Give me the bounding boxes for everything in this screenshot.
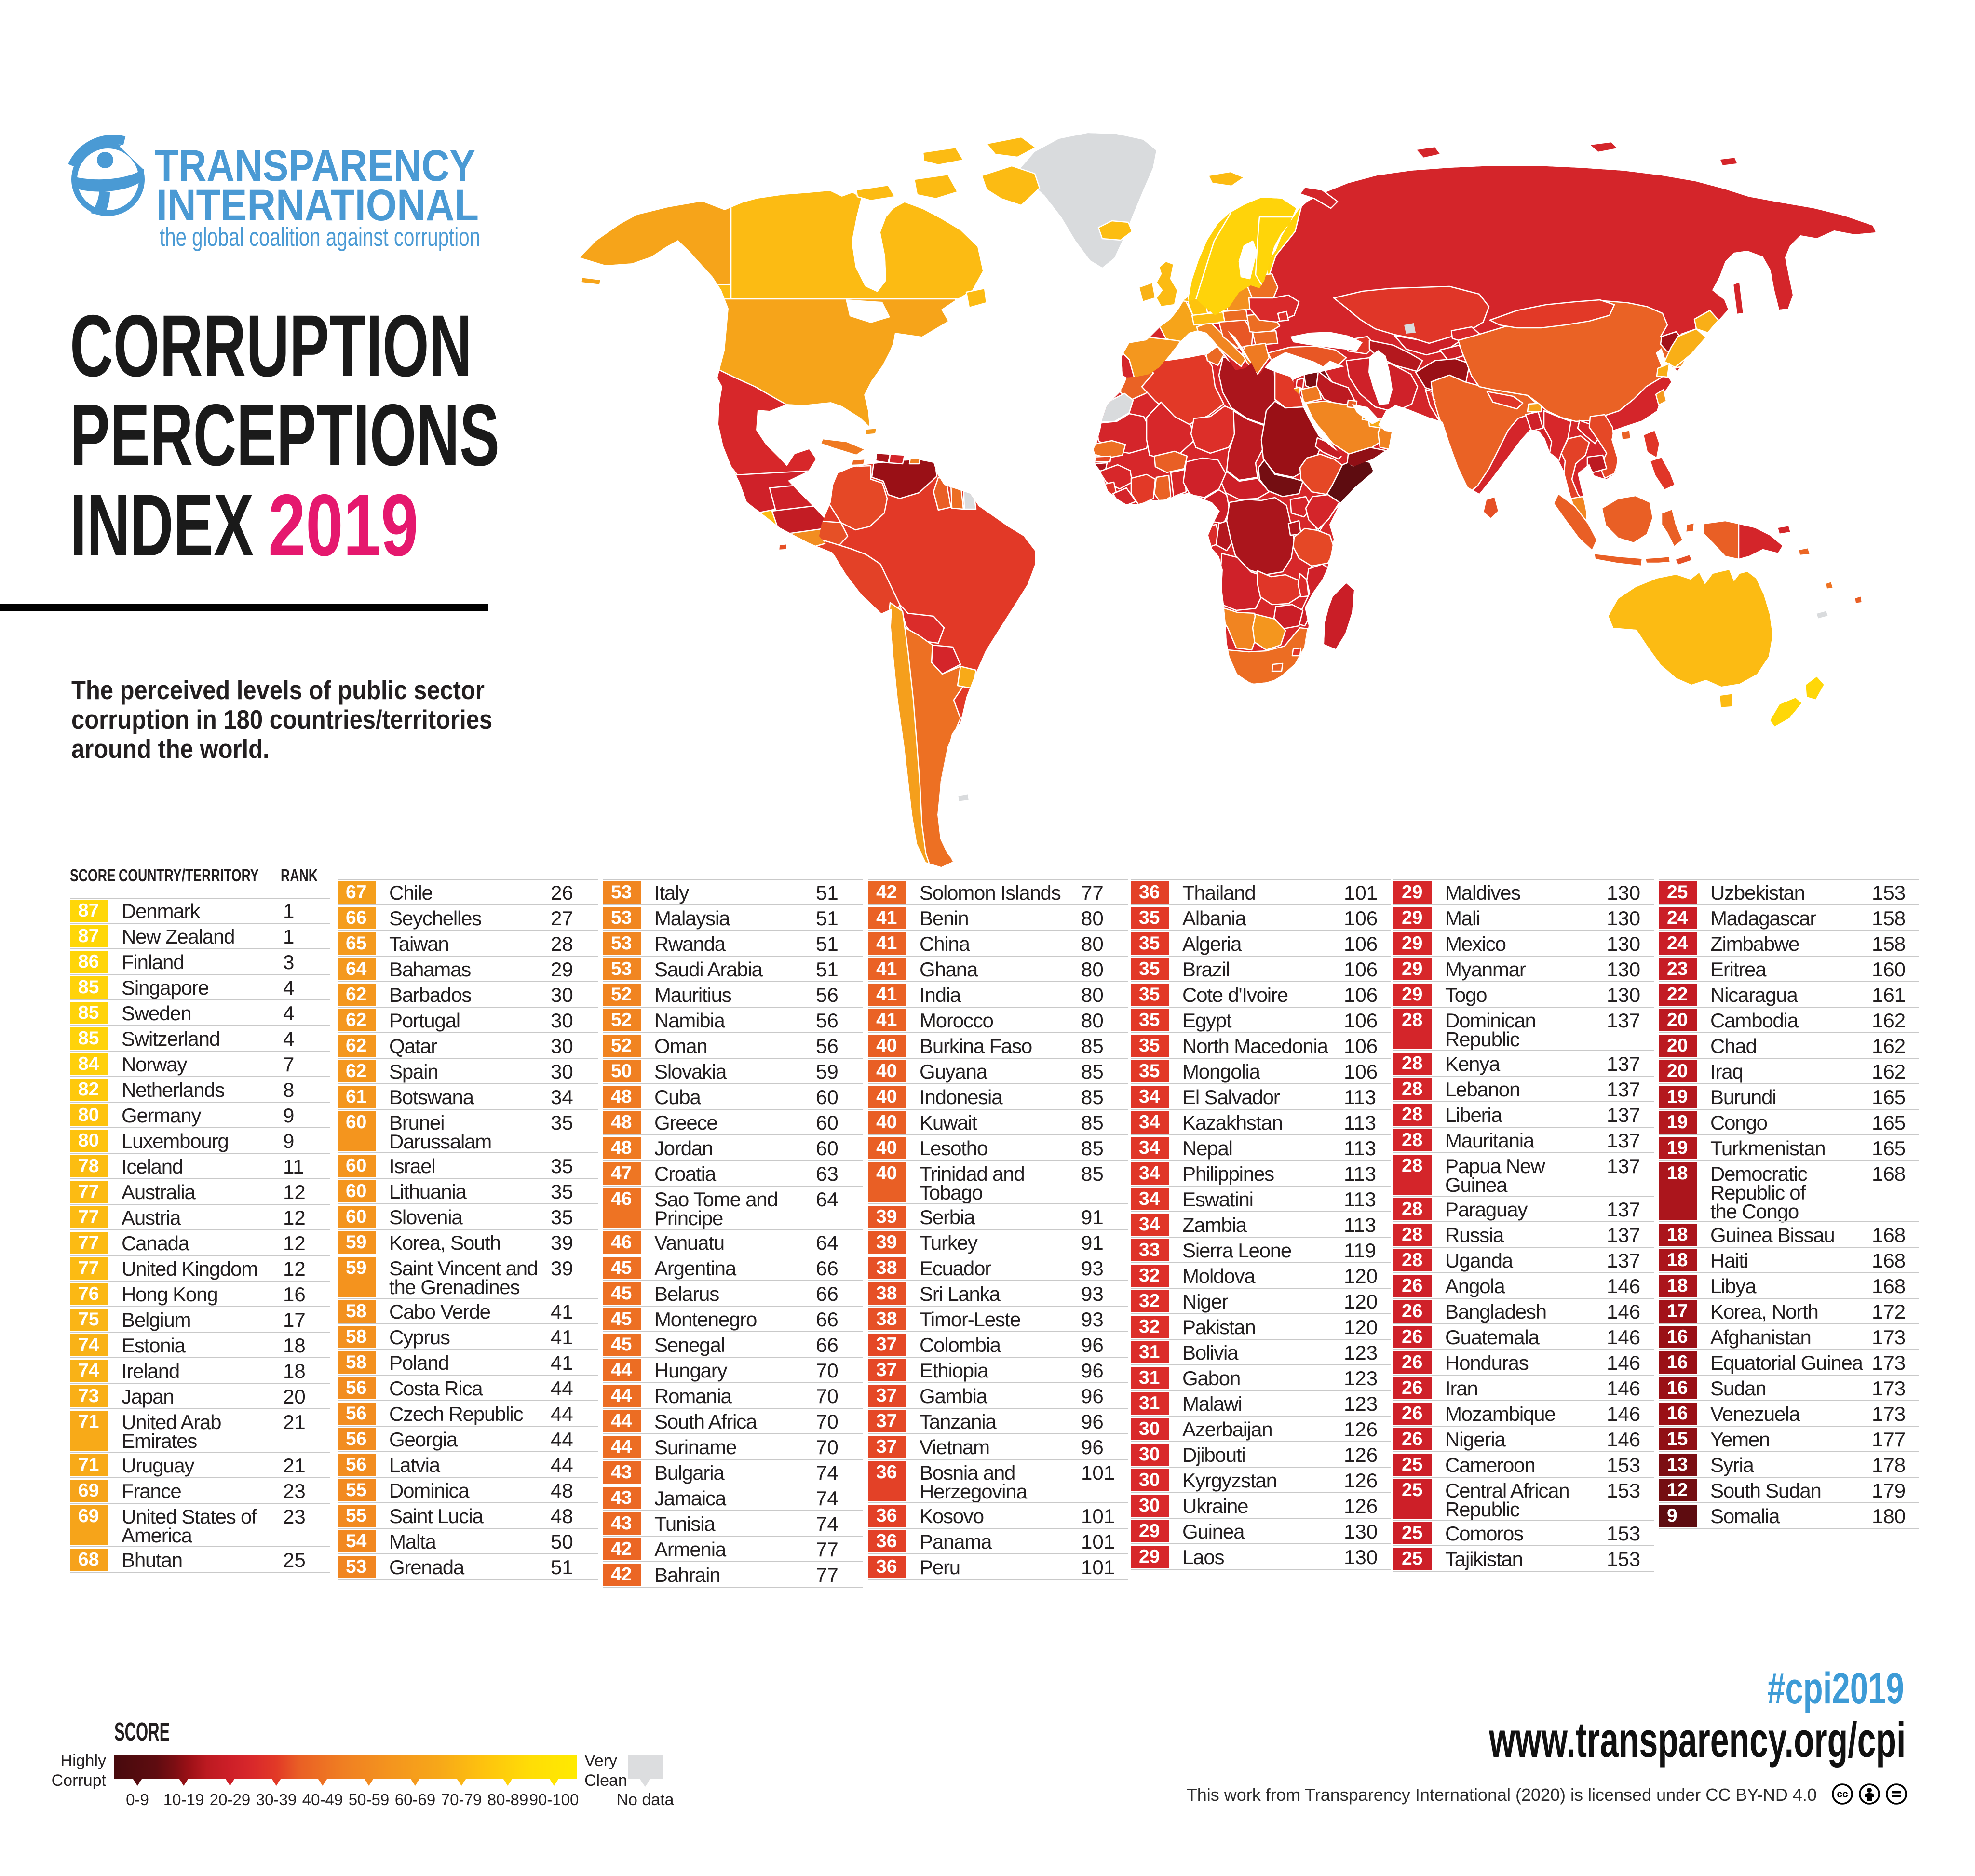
svg-text:cc: cc (1837, 1789, 1848, 1800)
svg-text:TRANSPARENCY: TRANSPARENCY (155, 141, 475, 190)
svg-text:INTERNATIONAL: INTERNATIONAL (156, 181, 479, 230)
svg-text:the global coalition against c: the global coalition against corruption (160, 223, 480, 252)
